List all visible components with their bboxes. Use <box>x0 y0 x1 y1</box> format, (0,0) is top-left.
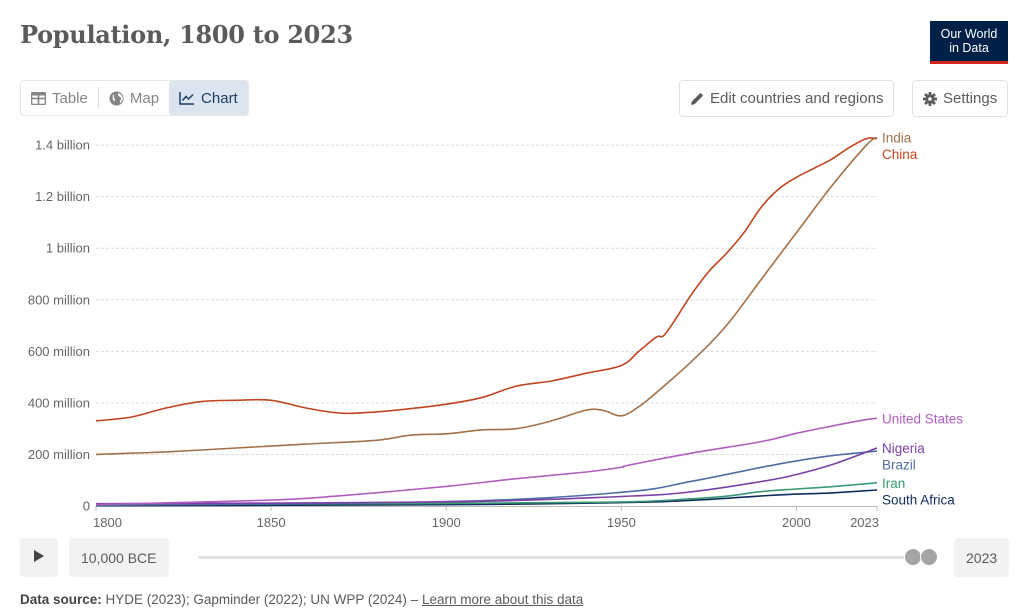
x-tick-label: 1800 <box>93 515 122 530</box>
tab-chart-label: Chart <box>201 89 238 107</box>
series-label-south-africa[interactable]: South Africa <box>882 492 955 507</box>
x-tick-label: 1950 <box>607 515 636 530</box>
timeline-track[interactable] <box>198 556 924 559</box>
series-label-iran[interactable]: Iran <box>882 476 905 491</box>
logo-line-1: Our World <box>940 27 998 41</box>
settings-button[interactable]: Settings <box>912 80 1009 117</box>
tab-map[interactable]: Map <box>99 81 169 115</box>
view-tabs: Table Map Chart <box>20 80 249 116</box>
timeline: 10,000 BCE 2023 <box>0 538 1024 578</box>
table-icon <box>31 91 46 105</box>
owid-logo[interactable]: Our World in Data <box>930 21 1008 64</box>
edit-countries-label: Edit countries and regions <box>710 90 884 107</box>
x-tick-label: 2023 <box>850 515 879 530</box>
grid-lines <box>96 144 877 455</box>
series-line-nigeria[interactable] <box>95 447 878 505</box>
y-tick-label: 1.2 billion <box>35 189 90 204</box>
series-line-iran[interactable] <box>95 482 878 506</box>
series-label-india[interactable]: India <box>882 130 912 145</box>
y-tick-label: 400 million <box>28 395 90 410</box>
gear-icon <box>923 91 937 106</box>
tab-chart[interactable]: Chart <box>169 81 248 115</box>
series-line-united-states[interactable] <box>95 417 878 506</box>
timeline-start-label[interactable]: 10,000 BCE <box>69 538 169 577</box>
footer: Data source: HYDE (2023); Gapminder (202… <box>20 592 583 607</box>
settings-label: Settings <box>943 90 998 107</box>
series-label-china[interactable]: China <box>882 147 918 162</box>
chart-title: Population, 1800 to 2023 <box>20 20 353 49</box>
timeline-end-label[interactable]: 2023 <box>954 538 1010 577</box>
series-label-nigeria[interactable]: Nigeria <box>882 441 925 456</box>
globe-icon <box>109 90 124 106</box>
series-line-china[interactable] <box>95 137 878 422</box>
logo-line-2: in Data <box>949 41 989 55</box>
x-tick-label: 2000 <box>782 515 811 530</box>
series-label-united-states[interactable]: United States <box>882 411 963 426</box>
tab-table[interactable]: Table <box>21 81 98 115</box>
y-tick-label: 600 million <box>28 344 90 359</box>
y-axis: 0 200 million 400 million 600 million 800 mi… <box>28 138 90 514</box>
series-line-brazil[interactable] <box>95 450 878 506</box>
line-chart: 0 200 million 400 million 600 million 800 mi… <box>28 130 963 530</box>
y-tick-label: 0 <box>83 499 90 514</box>
data-source-text: HYDE (2023); Gapminder (2022); UN WPP (2… <box>105 592 419 607</box>
tab-table-label: Table <box>52 89 88 107</box>
play-button[interactable] <box>20 538 58 577</box>
learn-more-link[interactable]: Learn more about this data <box>421 592 584 607</box>
play-icon <box>34 549 44 567</box>
series-line-india[interactable] <box>95 136 878 456</box>
tab-map-label: Map <box>129 89 160 107</box>
series-label-brazil[interactable]: Brazil <box>882 457 916 472</box>
data-source-label: Data source: <box>20 592 102 607</box>
x-tick-label: 1900 <box>432 515 461 530</box>
series-lines <box>95 136 878 507</box>
y-tick-label: 1 billion <box>46 241 90 256</box>
y-tick-label: 200 million <box>28 447 90 462</box>
tab-divider <box>97 87 99 109</box>
line-chart-icon <box>179 91 195 105</box>
y-tick-label: 800 million <box>28 292 90 307</box>
pencil-icon <box>690 92 704 106</box>
series-line-south-africa[interactable] <box>95 489 878 507</box>
y-tick-label: 1.4 billion <box>35 138 90 153</box>
x-axis: 1800 1850 1900 1950 2000 2023 <box>93 506 879 530</box>
x-tick-label: 1850 <box>257 515 286 530</box>
edit-countries-button[interactable]: Edit countries and regions <box>679 80 895 117</box>
timeline-end-handle[interactable] <box>920 548 938 566</box>
